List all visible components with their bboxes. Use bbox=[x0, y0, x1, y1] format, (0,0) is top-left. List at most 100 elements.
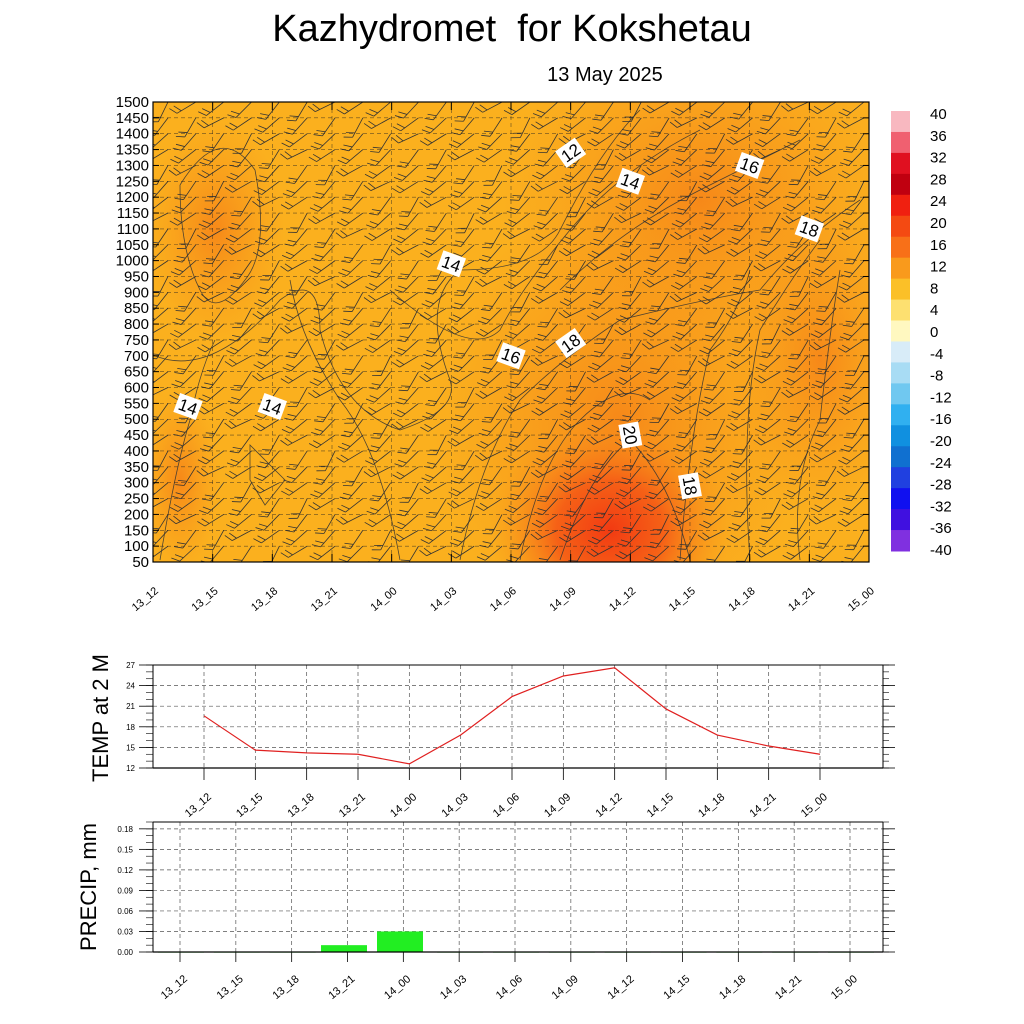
wind-barb bbox=[370, 133, 392, 153]
wind-barb bbox=[280, 196, 308, 210]
wind-barb-feather bbox=[588, 478, 598, 483]
colorbar-label: 4 bbox=[930, 302, 938, 319]
wind-barb bbox=[759, 450, 781, 470]
wind-barb-shaft bbox=[296, 212, 308, 233]
wind-barb-feather bbox=[447, 502, 455, 509]
wind-barb-feather bbox=[168, 517, 177, 525]
wind-barb bbox=[559, 355, 586, 369]
wind-barb bbox=[754, 482, 781, 496]
wind-barb bbox=[781, 498, 809, 510]
wind-barb-shaft bbox=[178, 434, 197, 450]
wind-barb-feather bbox=[510, 319, 520, 322]
wind-barb bbox=[759, 102, 781, 122]
wind-barb-shaft bbox=[624, 307, 642, 323]
wind-barb bbox=[538, 244, 559, 265]
wind-barb-feather bbox=[475, 280, 483, 287]
wind-barb-shaft bbox=[683, 307, 698, 327]
wind-barb-shaft bbox=[678, 165, 698, 178]
wind-barb-shaft bbox=[319, 244, 336, 262]
wind-barb-shaft bbox=[790, 545, 809, 560]
wind-barb bbox=[530, 355, 558, 366]
y-tick-label: 1450 bbox=[116, 110, 149, 127]
wind-barb-feather bbox=[173, 167, 181, 174]
wind-barb bbox=[174, 530, 197, 549]
wind-barb-shaft bbox=[398, 418, 419, 430]
wind-barb-shaft bbox=[236, 387, 252, 404]
wind-barb-feather bbox=[315, 366, 325, 370]
wind-barb-shaft bbox=[482, 561, 503, 562]
wind-barb bbox=[231, 196, 252, 217]
wind-barb-shaft bbox=[850, 196, 865, 215]
wind-barb-feather bbox=[364, 235, 373, 241]
wind-barb-feather bbox=[847, 196, 857, 198]
wind-barb-feather bbox=[203, 436, 213, 439]
wind-barb-feather bbox=[619, 419, 629, 422]
wind-barb-feather bbox=[788, 191, 798, 195]
wind-barb-feather bbox=[206, 370, 216, 372]
wind-barb-feather bbox=[675, 150, 685, 153]
wind-barb-feather bbox=[364, 347, 373, 353]
wind-barb-feather bbox=[674, 498, 684, 501]
wind-barb bbox=[224, 355, 252, 367]
wind-barb-feather bbox=[256, 198, 265, 205]
wind-barb-feather bbox=[702, 408, 712, 414]
wind-barb-shaft bbox=[350, 355, 364, 375]
wind-barb bbox=[153, 133, 169, 149]
wind-barb-feather bbox=[201, 406, 210, 412]
wind-barb bbox=[226, 339, 252, 355]
wind-barb-feather bbox=[647, 545, 656, 549]
wind-barb-feather bbox=[566, 216, 576, 218]
wind-barb-feather bbox=[731, 298, 740, 304]
wind-barb-shaft bbox=[679, 561, 698, 562]
wind-barb bbox=[232, 133, 252, 154]
colorbar-swatch bbox=[891, 341, 910, 363]
wind-barb-feather bbox=[481, 317, 491, 321]
precip-x-tick-label: 14_15 bbox=[661, 973, 692, 1002]
wind-barb-feather bbox=[763, 227, 773, 229]
wind-barb-feather bbox=[481, 429, 491, 433]
wind-barb-feather bbox=[755, 192, 765, 197]
wind-barb-feather bbox=[506, 211, 516, 215]
wind-barb-feather bbox=[839, 510, 849, 515]
wind-barb-shaft bbox=[603, 149, 614, 170]
wind-barb-feather bbox=[789, 129, 799, 133]
wind-barb-feather bbox=[592, 474, 602, 479]
wind-barb bbox=[364, 165, 391, 179]
wind-barb-feather bbox=[839, 570, 847, 579]
wind-barb-feather bbox=[620, 539, 630, 543]
wind-barb-feather bbox=[369, 499, 379, 502]
wind-barb-feather bbox=[343, 310, 353, 312]
wind-barb-feather bbox=[335, 344, 344, 351]
wind-barb bbox=[421, 117, 447, 134]
wind-barb-feather bbox=[284, 375, 293, 382]
wind-barb-shaft bbox=[238, 260, 252, 279]
wind-barb-feather bbox=[813, 280, 822, 286]
contour-label-text: 20 bbox=[619, 424, 641, 446]
wind-barb-feather bbox=[844, 549, 854, 551]
wind-barb-feather bbox=[341, 260, 351, 263]
wind-barb-feather bbox=[285, 201, 294, 207]
wind-barb-feather bbox=[342, 206, 352, 210]
wind-barb-feather bbox=[623, 527, 633, 530]
wind-barb bbox=[789, 276, 809, 297]
wind-barb-feather bbox=[228, 532, 237, 539]
wind-barb-shaft bbox=[261, 180, 280, 195]
wind-barb-feather bbox=[232, 160, 242, 164]
wind-barb-feather bbox=[699, 349, 708, 355]
wind-barb bbox=[845, 181, 865, 202]
wind-barb-feather bbox=[201, 170, 210, 176]
wind-barb-feather bbox=[455, 240, 465, 243]
wind-barb-feather bbox=[229, 296, 238, 302]
wind-barb bbox=[782, 196, 809, 212]
wind-barb-shaft bbox=[406, 260, 419, 280]
wind-barb bbox=[420, 180, 447, 196]
wind-barb bbox=[530, 180, 558, 192]
wind-barb-feather bbox=[374, 370, 384, 372]
wind-barb-feather bbox=[535, 295, 544, 302]
wind-barb-feather bbox=[346, 418, 356, 420]
contour-label-bg bbox=[615, 167, 646, 195]
wind-barb-shaft bbox=[627, 117, 642, 136]
wind-barb bbox=[258, 498, 280, 518]
wind-barb-shaft bbox=[684, 244, 698, 264]
